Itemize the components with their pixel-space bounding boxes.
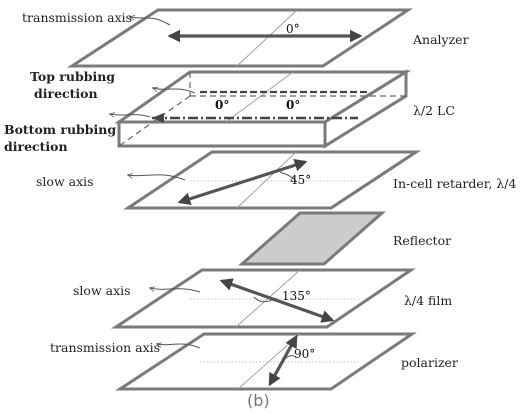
lc-angle-left: 0°	[215, 98, 229, 112]
retarder-axis-pointer	[128, 175, 186, 181]
lc-top-pointer	[153, 88, 196, 94]
film-slow-axis	[219, 278, 335, 323]
retarder-name: In-cell retarder, λ/4	[393, 176, 516, 191]
film-axis-label: slow axis	[73, 283, 131, 298]
polarizer-layer: 90° transmission axis polarizer	[50, 332, 458, 391]
retarder-plate-main	[123, 150, 422, 210]
film-layer: 135° slow axis λ/4 film	[73, 268, 452, 329]
lc-name: λ/2 LC	[413, 103, 455, 118]
film-axis-pointer	[150, 288, 201, 293]
retarder-angle-arc	[279, 171, 297, 182]
analyzer-name: Analyzer	[412, 32, 469, 47]
analyzer-axis-label: transmission axis	[22, 10, 132, 25]
lc-hidden-edge-left	[118, 95, 191, 147]
analyzer-layer: 0° transmission axis Analyzer	[22, 8, 469, 68]
reflector-name: Reflector	[393, 233, 451, 248]
lc-center-line	[225, 71, 294, 123]
polarizer-angle-arc	[282, 355, 297, 362]
polarizer-axis-label: transmission axis	[50, 340, 160, 355]
retarder-angle: 45°	[290, 173, 311, 187]
retarder-axis-label: slow axis	[36, 174, 94, 189]
retarder-slow-axis	[177, 159, 308, 205]
lc-cell-layer: 0° 0° Top rubbing direction Bottom rubbi…	[4, 69, 455, 154]
polarizer-name: polarizer	[401, 355, 458, 370]
film-name: λ/4 film	[404, 293, 452, 308]
lc-bottom-arrowhead	[152, 113, 164, 123]
film-angle-arc	[253, 296, 277, 303]
retarder-layer: 45° slow axis In-cell retarder, λ/4	[36, 150, 516, 210]
lc-top-label-line2: direction	[34, 86, 98, 101]
reflector-plate	[238, 211, 386, 266]
lc-top-label-line1: Top rubbing	[30, 69, 115, 84]
lc-bottom-label-line1: Bottom rubbing	[4, 122, 116, 137]
film-plate	[111, 268, 416, 329]
analyzer-axis-pointer	[130, 17, 171, 26]
polarizer-axis-pointer	[157, 344, 201, 349]
lc-angle-right: 0°	[286, 98, 300, 112]
lc-bottom-pointer	[110, 114, 151, 117]
lc-bottom-label-line2: direction	[4, 139, 68, 154]
analyzer-angle: 0°	[286, 22, 300, 36]
polarizer-plate	[114, 332, 417, 391]
polarizer-angle: 90°	[294, 347, 315, 361]
lc-front-face	[117, 120, 327, 148]
film-angle: 135°	[282, 289, 311, 303]
reflector-layer: Reflector	[238, 211, 451, 266]
figure-caption: (b)	[247, 391, 270, 410]
